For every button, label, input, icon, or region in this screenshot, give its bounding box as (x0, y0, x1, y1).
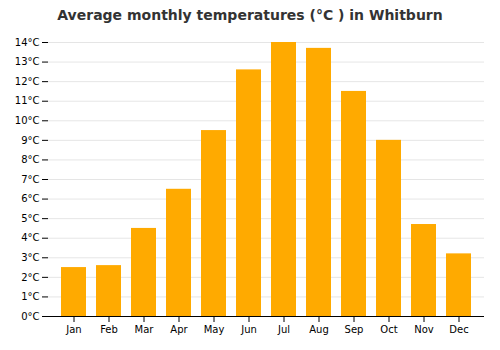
svg-text:0°C: 0°C (21, 311, 39, 322)
svg-text:1°C: 1°C (21, 291, 39, 302)
html-text:Average monthly temperatures (: Average monthly temperatures (°C ) in Wh… (57, 7, 443, 23)
svg-text:9°C: 9°C (21, 135, 39, 146)
svg-text:11°C: 11°C (15, 95, 40, 106)
svg-text:Jun: Jun (240, 324, 257, 335)
svg-text:12°C: 12°C (15, 76, 40, 87)
svg-text:5°C: 5°C (21, 213, 39, 224)
svg-text:Mar: Mar (135, 324, 155, 335)
svg-text:May: May (204, 324, 225, 335)
svg-text:8°C: 8°C (21, 154, 39, 165)
svg-text:10°C: 10°C (15, 115, 40, 126)
svg-text:Jan: Jan (65, 324, 81, 335)
svg-text:2°C: 2°C (21, 272, 39, 283)
svg-text:Feb: Feb (100, 324, 118, 335)
svg-text:7°C: 7°C (21, 174, 39, 185)
svg-text:3°C: 3°C (21, 252, 39, 263)
svg-text:13°C: 13°C (15, 56, 40, 67)
svg-text:Oct: Oct (380, 324, 397, 335)
svg-text:6°C: 6°C (21, 193, 39, 204)
svg-text:14°C: 14°C (15, 37, 40, 48)
svg-text:4°C: 4°C (21, 232, 39, 243)
svg-text:Aug: Aug (309, 324, 329, 335)
svg-text:Jul: Jul (277, 324, 290, 335)
svg-text:Nov: Nov (414, 324, 434, 335)
svg-text:Dec: Dec (449, 324, 468, 335)
svg-text:Apr: Apr (170, 324, 188, 335)
svg-text:Sep: Sep (345, 324, 364, 335)
